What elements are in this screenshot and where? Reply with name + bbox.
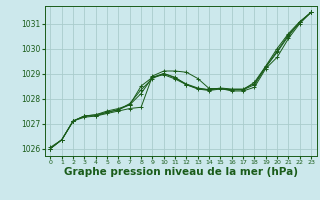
X-axis label: Graphe pression niveau de la mer (hPa): Graphe pression niveau de la mer (hPa): [64, 167, 298, 177]
